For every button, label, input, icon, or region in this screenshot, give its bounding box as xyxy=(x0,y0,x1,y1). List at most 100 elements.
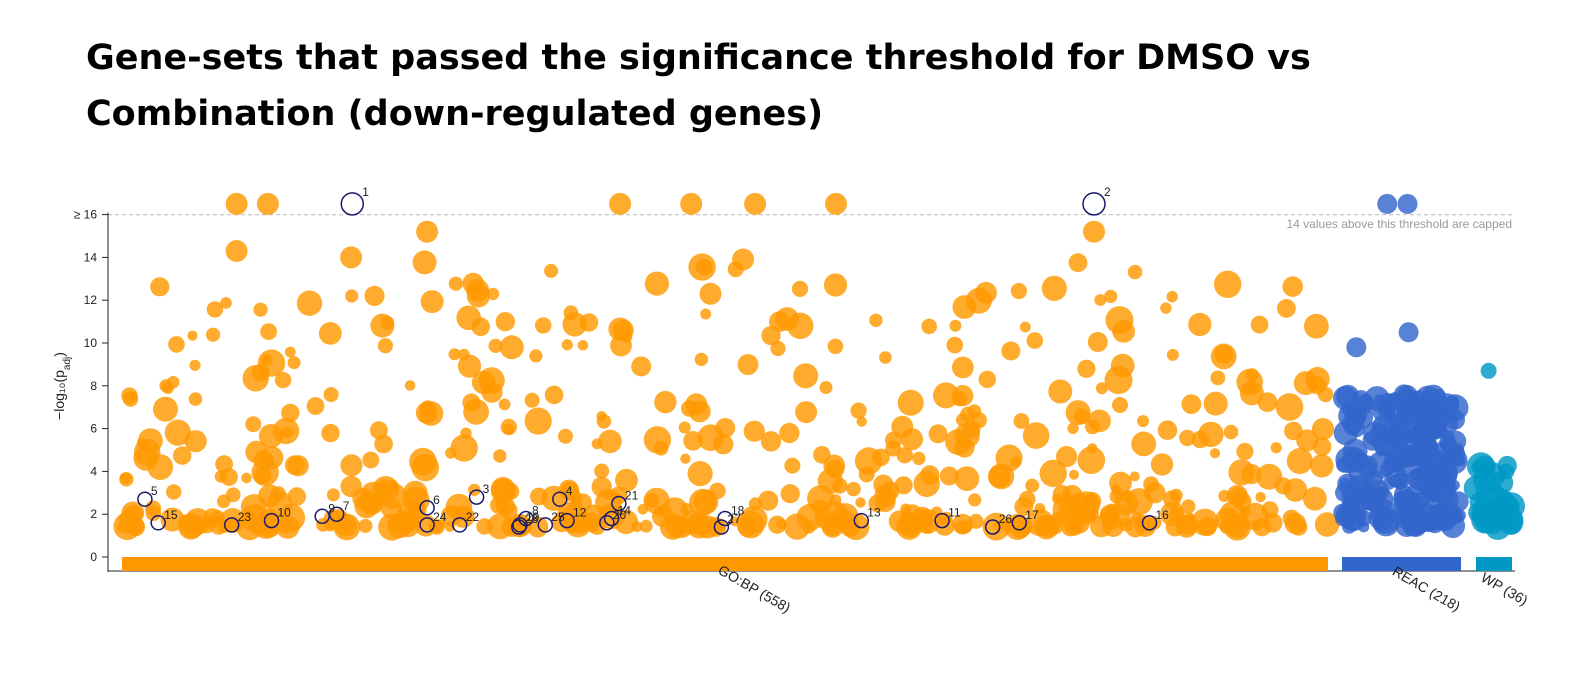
data-point xyxy=(1255,491,1266,503)
data-point xyxy=(819,381,833,394)
data-point xyxy=(253,302,268,317)
data-point xyxy=(402,486,430,514)
data-point xyxy=(1393,384,1414,405)
data-point xyxy=(345,289,359,303)
data-points xyxy=(113,192,1525,541)
data-point xyxy=(487,287,500,301)
data-point xyxy=(1478,512,1493,527)
data-point xyxy=(458,348,470,361)
highlighted-term-label: 13 xyxy=(867,506,881,520)
data-point xyxy=(967,404,982,419)
highlighted-term-marker xyxy=(552,491,568,507)
highlighted-term-label: 10 xyxy=(278,506,292,520)
highlighted-term-marker xyxy=(511,519,527,535)
data-point xyxy=(683,431,703,451)
data-point xyxy=(448,348,461,361)
data-point xyxy=(1129,471,1140,482)
data-point xyxy=(1058,500,1073,515)
data-point xyxy=(471,370,496,395)
highlighted-term-marker xyxy=(853,512,870,529)
highlighted-term-label: 4 xyxy=(566,484,573,498)
data-point xyxy=(952,385,974,407)
data-point xyxy=(793,363,819,389)
data-point xyxy=(1282,509,1301,528)
highlighted-term-label: 22 xyxy=(466,510,480,524)
highlighted-term-marker xyxy=(263,512,280,529)
chart-title: Gene-sets that passed the significance t… xyxy=(86,38,1311,134)
data-point xyxy=(933,382,959,409)
data-point xyxy=(1442,481,1458,496)
highlighted-term-marker xyxy=(150,515,166,531)
data-point xyxy=(637,504,649,515)
data-point xyxy=(1214,270,1242,298)
data-point xyxy=(374,434,393,454)
data-point xyxy=(579,313,599,332)
data-point xyxy=(257,349,286,377)
data-point xyxy=(1203,391,1228,416)
highlighted-term-marker xyxy=(599,515,615,531)
data-point xyxy=(1102,515,1125,537)
data-point xyxy=(1214,344,1234,364)
data-point xyxy=(1310,454,1334,478)
data-point xyxy=(220,297,232,309)
data-point xyxy=(187,330,198,341)
data-point xyxy=(1181,394,1202,414)
data-point xyxy=(928,424,948,444)
data-point xyxy=(1095,382,1108,395)
data-point xyxy=(1286,448,1313,474)
data-point xyxy=(1342,414,1361,433)
data-point xyxy=(153,396,178,422)
data-point xyxy=(364,285,385,306)
data-point xyxy=(1025,478,1040,493)
data-point xyxy=(1397,193,1418,214)
data-point xyxy=(713,434,734,455)
data-point xyxy=(1250,315,1269,334)
data-point xyxy=(1218,490,1231,502)
highlighted-term-marker xyxy=(419,517,435,533)
highlighted-term-label: 15 xyxy=(164,508,178,522)
data-point xyxy=(1169,488,1183,502)
highlighted-term-label: 26 xyxy=(999,512,1013,526)
data-point xyxy=(609,192,632,215)
data-point xyxy=(1072,491,1100,519)
data-point xyxy=(1377,193,1398,214)
highlighted-term-marker xyxy=(1141,515,1158,531)
data-point xyxy=(946,336,964,354)
data-point xyxy=(277,504,306,532)
data-point xyxy=(429,519,445,535)
data-point xyxy=(256,192,279,215)
highlighted-term-marker xyxy=(717,510,733,527)
cap-note: 14 values above this threshold are cappe… xyxy=(1287,217,1513,231)
data-point xyxy=(377,338,393,354)
data-point xyxy=(164,419,191,446)
highlighted-term-marker xyxy=(451,517,468,533)
data-point xyxy=(166,484,182,500)
highlighted-term-label: 16 xyxy=(1156,508,1170,522)
y-tick-label: 6 xyxy=(90,422,97,436)
data-point xyxy=(1191,430,1210,449)
data-point xyxy=(214,470,228,483)
data-point xyxy=(1304,313,1329,339)
highlighted-term-label: 6 xyxy=(433,493,440,507)
data-point xyxy=(326,488,340,502)
data-point xyxy=(591,476,612,498)
data-point xyxy=(858,466,875,483)
data-point xyxy=(384,479,399,495)
data-point xyxy=(631,521,643,533)
data-point xyxy=(209,517,228,535)
data-point xyxy=(1296,429,1319,452)
data-point xyxy=(732,248,755,271)
highlighted-term-marker xyxy=(419,500,435,516)
data-point xyxy=(823,273,848,297)
data-point xyxy=(1389,433,1407,451)
data-point xyxy=(825,192,847,215)
data-point xyxy=(281,403,300,423)
source-label: WP (36) xyxy=(1478,569,1530,608)
y-tick-label: 12 xyxy=(84,293,98,307)
data-point xyxy=(1069,469,1079,480)
data-point xyxy=(919,519,934,534)
data-point xyxy=(1166,291,1178,303)
